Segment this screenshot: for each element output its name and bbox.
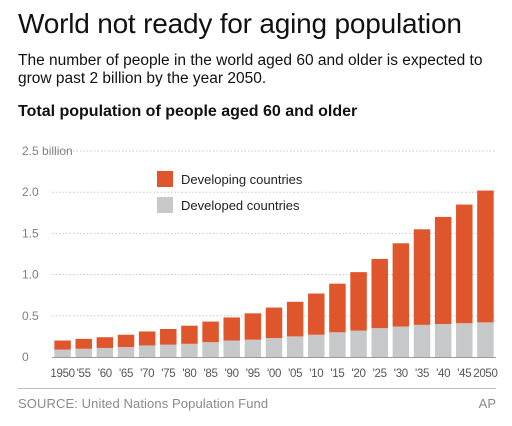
bar-developed <box>456 323 473 357</box>
legend-swatch <box>157 197 173 213</box>
x-tick-label: '85 <box>204 368 218 380</box>
bar-developed <box>117 347 135 357</box>
bar-developed <box>477 322 494 357</box>
bar-developing <box>75 338 92 349</box>
bar-developing <box>413 229 431 325</box>
footer-divider <box>18 388 496 389</box>
x-tick-label: '00 <box>267 368 281 380</box>
bar-developed <box>308 334 325 357</box>
bar-developing <box>223 317 240 341</box>
bar-developed <box>96 347 114 357</box>
bar-developing <box>138 331 156 346</box>
bar-developing <box>371 258 388 329</box>
bar-developing <box>244 313 262 340</box>
bar-developing <box>160 328 177 345</box>
bar-developing <box>96 337 114 348</box>
y-tick-label: 2.5 billion <box>22 144 73 158</box>
bar-developing <box>392 243 410 327</box>
bar-developed <box>329 332 346 357</box>
bar-developed <box>286 336 304 357</box>
credit-label: AP <box>478 396 496 411</box>
bar-developed <box>434 324 452 357</box>
bar-developed <box>202 342 219 357</box>
y-tick-label: 1.5 <box>22 226 39 240</box>
x-tick-label: 1950 <box>50 368 74 380</box>
bar-developed <box>75 348 92 357</box>
x-tick-label: '35 <box>415 368 429 380</box>
chart-title-main: World not ready for aging population <box>18 8 462 39</box>
bar-developed <box>181 343 198 357</box>
x-tick-label: '60 <box>98 368 112 380</box>
legend-label: Developed countries <box>181 198 300 213</box>
x-tick-label: '75 <box>161 368 175 380</box>
y-tick-label: 1.0 <box>22 268 39 282</box>
x-tick-label: '65 <box>119 368 133 380</box>
x-tick-label: '15 <box>330 368 344 380</box>
x-tick-label: '10 <box>309 368 323 380</box>
x-tick-label: 2050 <box>473 368 497 380</box>
x-tick-label: '25 <box>373 368 387 380</box>
source-note: SOURCE: United Nations Population Fund <box>18 396 269 411</box>
chart-subtitle: The number of people in the world aged 6… <box>18 52 483 87</box>
bar-developed <box>371 328 388 357</box>
x-tick-label: '55 <box>77 368 91 380</box>
bar-developed <box>413 324 431 357</box>
bar-developed <box>54 349 71 357</box>
bar-developed <box>223 340 240 357</box>
x-tick-label: '30 <box>394 368 408 380</box>
y-tick-label: 0.5 <box>22 309 39 323</box>
y-tick-label: 2.0 <box>22 185 39 199</box>
bar-developing <box>117 334 135 348</box>
x-tick-label: '95 <box>246 368 260 380</box>
bar-developing <box>54 340 71 350</box>
bar-developing <box>265 307 283 339</box>
x-tick-label: '05 <box>288 368 302 380</box>
bar-developing <box>477 190 494 323</box>
x-tick-label: '70 <box>140 368 154 380</box>
bar-developed <box>244 339 262 357</box>
bar-developed <box>265 338 283 357</box>
bar-developing <box>329 283 346 333</box>
bar-developed <box>138 345 156 357</box>
bar-developed <box>392 326 410 357</box>
bar-developing <box>456 204 473 324</box>
x-tick-label: '80 <box>182 368 196 380</box>
bar-developing <box>350 272 367 331</box>
chart-heading: Total population of people aged 60 and o… <box>18 103 358 120</box>
bar-developing <box>434 216 452 325</box>
bar-developing <box>308 293 325 335</box>
x-tick-label: '45 <box>457 368 471 380</box>
y-tick-label: 0 <box>22 350 29 364</box>
x-tick-label: '40 <box>436 368 450 380</box>
legend-label: Developing countries <box>181 172 303 187</box>
legend-swatch <box>157 171 173 187</box>
bar-developing <box>181 325 198 344</box>
bar-developing <box>202 321 219 343</box>
x-tick-label: '20 <box>352 368 366 380</box>
x-tick-label: '90 <box>225 368 239 380</box>
bar-developed <box>160 344 177 357</box>
bar-developed <box>350 330 367 357</box>
bar-developing <box>286 301 304 337</box>
